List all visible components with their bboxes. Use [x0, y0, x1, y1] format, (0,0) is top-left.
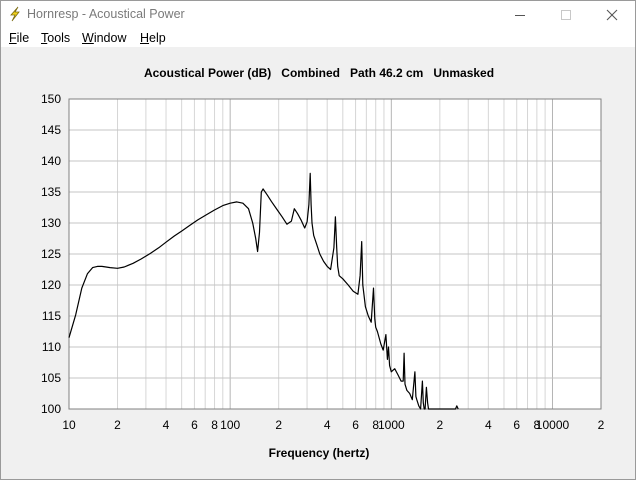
close-button[interactable] — [589, 1, 635, 28]
minimize-icon — [515, 14, 525, 16]
plot-frame — [68, 98, 602, 410]
x-tick-label: 2 — [436, 418, 443, 432]
x-tick-label: 4 — [485, 418, 492, 432]
y-tick-label: 105 — [41, 371, 61, 385]
window-title: Hornresp - Acoustical Power — [27, 7, 185, 21]
x-tick-label: 8 — [211, 418, 218, 432]
y-tick-label: 130 — [41, 216, 61, 230]
x-tick-label: 6 — [352, 418, 359, 432]
y-tick-label: 135 — [41, 185, 61, 199]
x-tick-label: 10 — [62, 418, 76, 432]
plot-area: Acoustical Power (dB) Combined Path 46.2… — [1, 47, 635, 479]
x-tick-label: 10000 — [536, 418, 570, 432]
y-tick-label: 125 — [41, 247, 61, 261]
y-tick-label: 120 — [41, 278, 61, 292]
x-tick-label: 8 — [372, 418, 379, 432]
x-tick-label: 6 — [191, 418, 198, 432]
menu-tools[interactable]: Tools — [41, 31, 71, 45]
menu-bar: File Tools Window Help — [1, 28, 635, 47]
y-tick-label: 140 — [41, 154, 61, 168]
x-tick-label: 4 — [324, 418, 331, 432]
x-tick-label: 2 — [114, 418, 121, 432]
close-icon — [606, 9, 618, 20]
x-tick-label: 1000 — [378, 418, 405, 432]
y-tick-label: 145 — [41, 123, 61, 137]
title-bar[interactable]: Hornresp - Acoustical Power — [1, 1, 635, 28]
maximize-button[interactable] — [543, 1, 589, 28]
y-tick-label: 115 — [42, 309, 61, 323]
x-axis-label: Frequency (hertz) — [268, 446, 370, 460]
x-tick-label: 4 — [163, 418, 170, 432]
minimize-button[interactable] — [497, 1, 543, 28]
y-tick-label: 110 — [42, 340, 61, 354]
x-tick-label: 6 — [513, 418, 520, 432]
lightning-bolt-icon — [10, 6, 20, 22]
maximize-icon — [561, 9, 571, 20]
plot-title: Acoustical Power (dB) Combined Path 46.2… — [143, 66, 495, 80]
x-tick-label: 2 — [275, 418, 282, 432]
x-tick-label: 100 — [220, 418, 240, 432]
menu-window[interactable]: Window — [82, 31, 127, 45]
menu-file[interactable]: File — [9, 31, 30, 45]
y-tick-label: 100 — [41, 402, 61, 416]
acoustical-power-line — [68, 172, 459, 410]
x-tick-label: 8 — [534, 418, 541, 432]
menu-help[interactable]: Help — [140, 31, 166, 45]
x-tick-label: 2 — [598, 418, 605, 432]
y-tick-label: 150 — [41, 92, 61, 106]
